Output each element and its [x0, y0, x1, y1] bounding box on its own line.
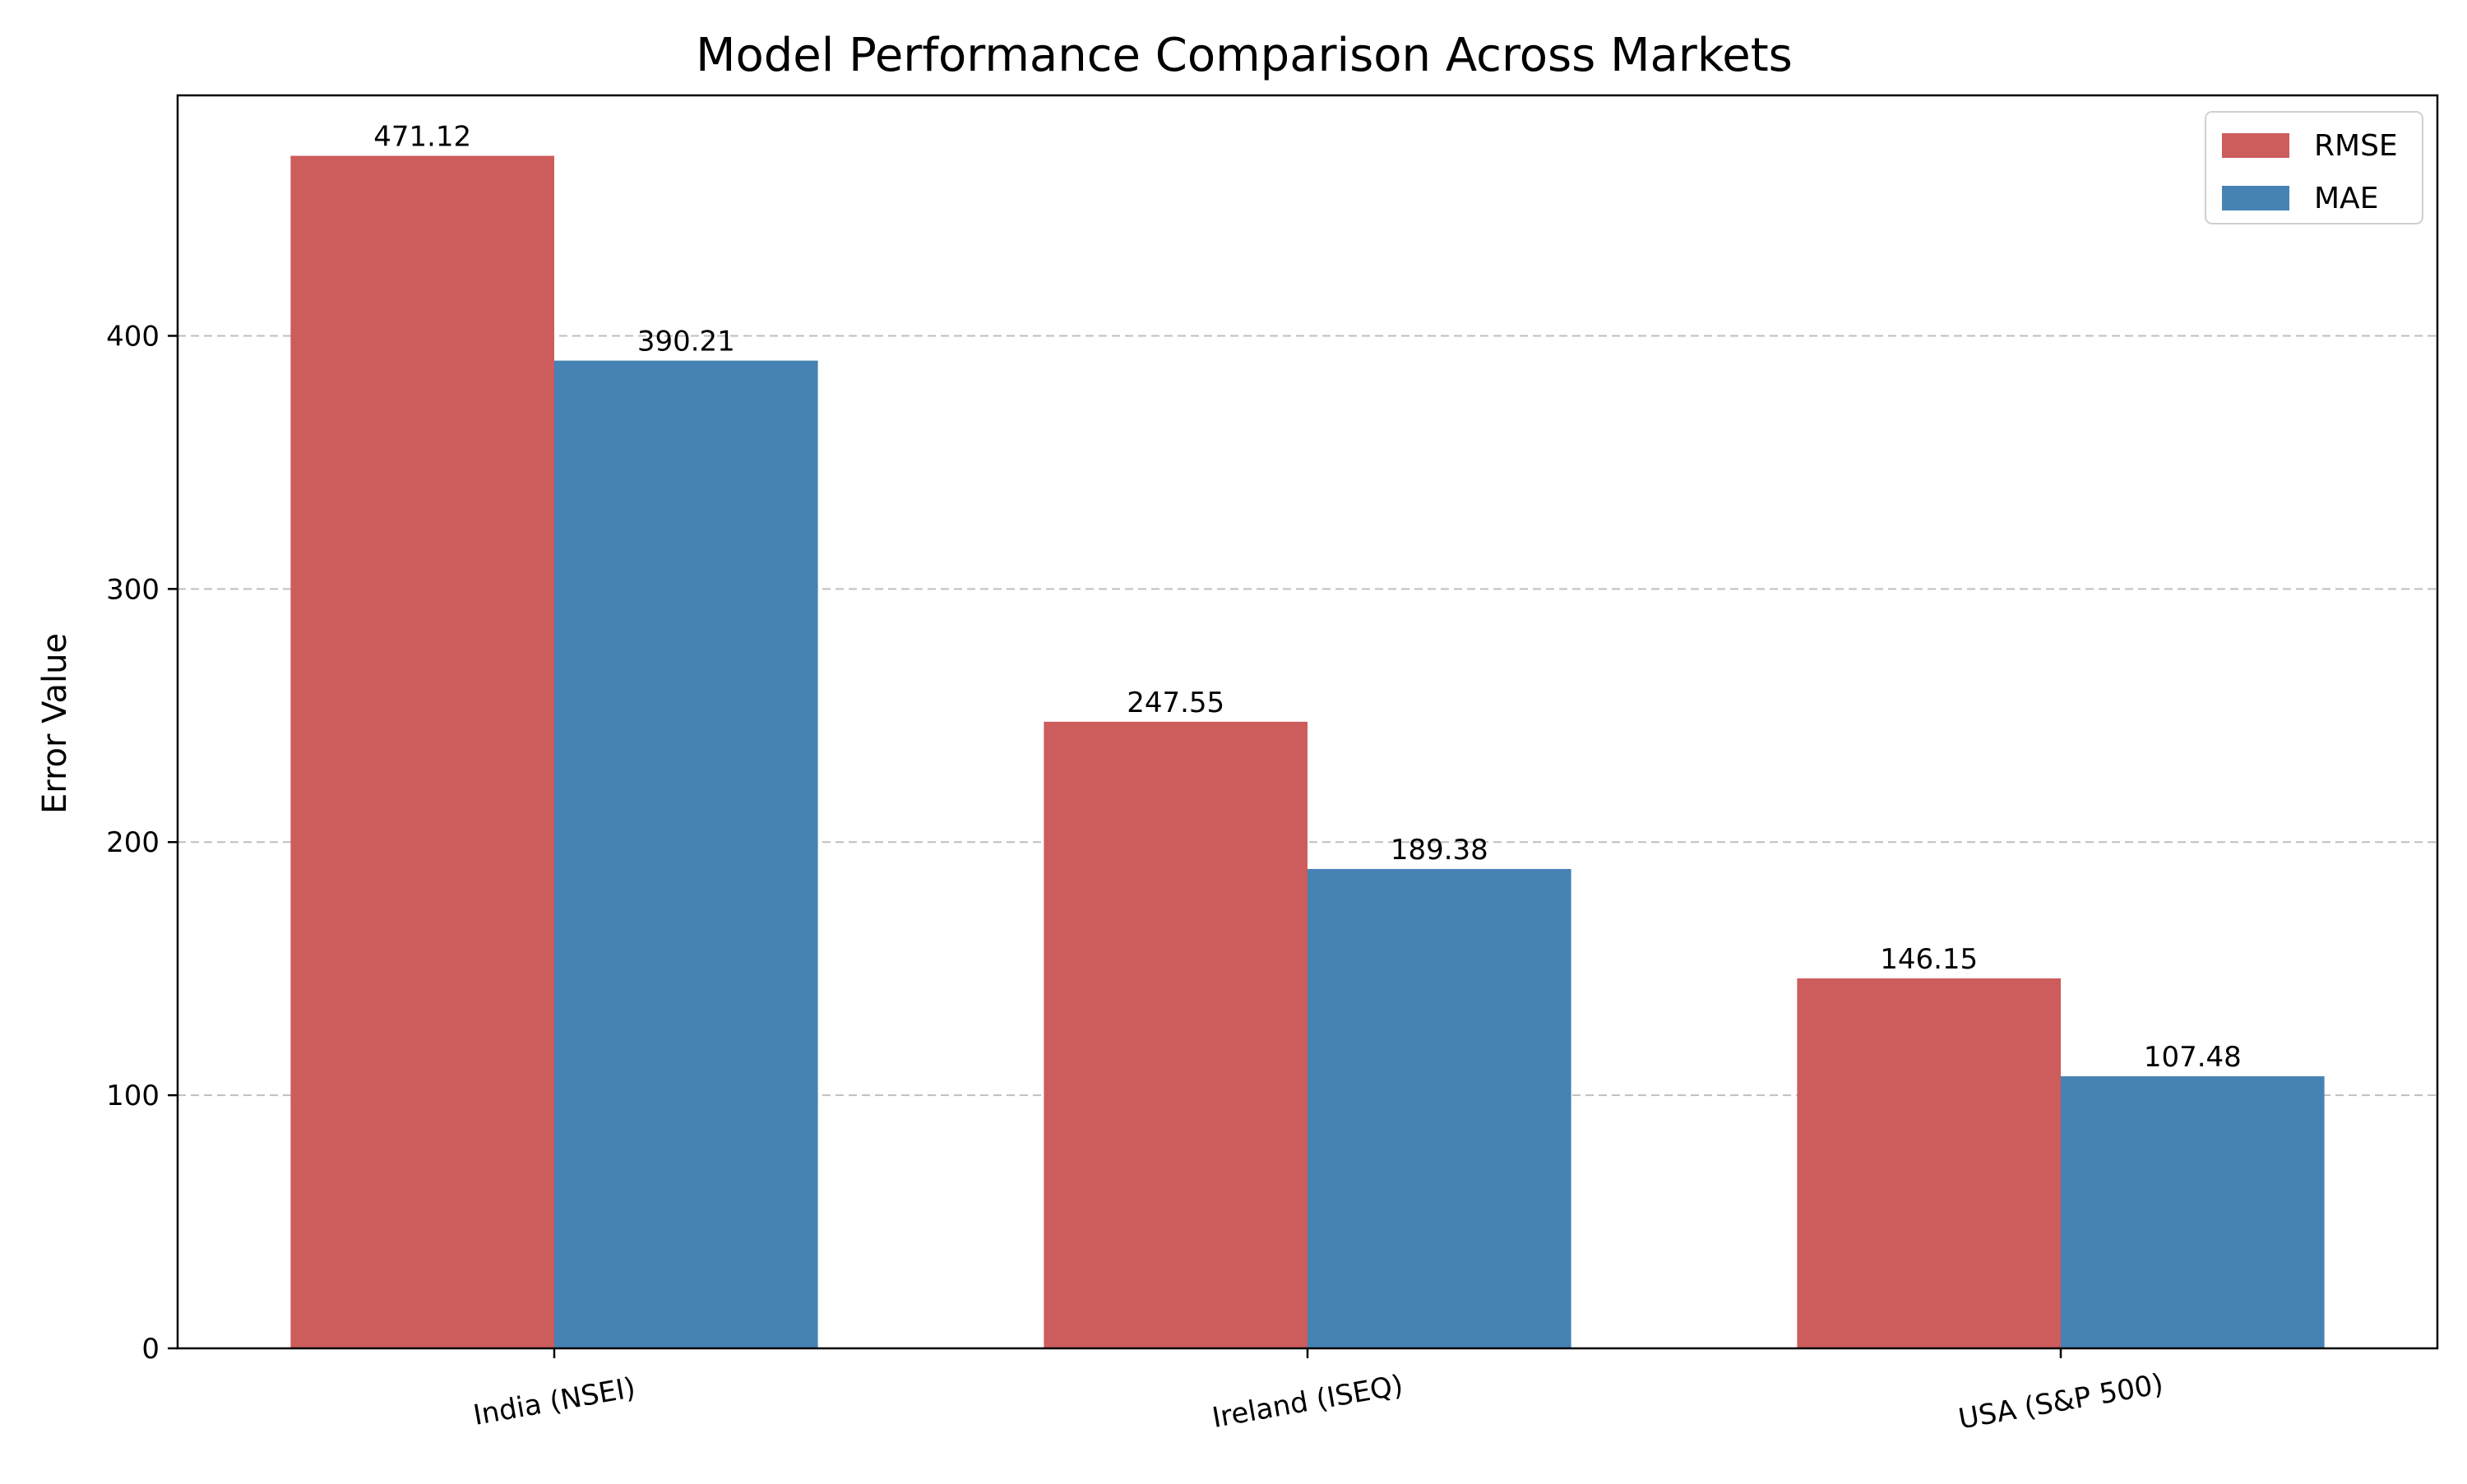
legend-label-mae: MAE — [2314, 182, 2378, 215]
legend-label-rmse: RMSE — [2314, 129, 2398, 163]
legend: RMSE MAE — [2205, 111, 2423, 224]
bar-mae — [2061, 1076, 2325, 1348]
legend-swatch-rmse — [2222, 133, 2289, 158]
y-tick-label: 100 — [106, 1079, 160, 1112]
data-label: 471.12 — [373, 121, 471, 154]
y-axis-label: Error Value — [36, 633, 74, 814]
bar-rmse — [290, 155, 554, 1348]
y-tick-label: 0 — [141, 1333, 160, 1366]
bars — [290, 155, 2325, 1348]
data-label: 146.15 — [1880, 943, 1978, 976]
data-label: 247.55 — [1127, 687, 1224, 719]
data-label: 189.38 — [1391, 834, 1488, 867]
bar-rmse — [1797, 978, 2061, 1348]
value-labels: 471.12 247.55 146.15 390.21 189.38 107.48 — [373, 121, 2242, 1075]
data-label: 107.48 — [2144, 1041, 2242, 1074]
legend-swatch-mae — [2222, 186, 2289, 210]
chart-title: Model Performance Comparison Across Mark… — [696, 29, 1793, 82]
y-tick-label: 400 — [106, 320, 160, 353]
bar-rmse — [1044, 721, 1308, 1348]
y-tick-label: 200 — [106, 826, 160, 859]
y-tick-label: 300 — [106, 573, 160, 606]
data-label: 390.21 — [637, 326, 735, 358]
bar-mae — [1308, 868, 1571, 1348]
bar-mae — [554, 360, 818, 1348]
